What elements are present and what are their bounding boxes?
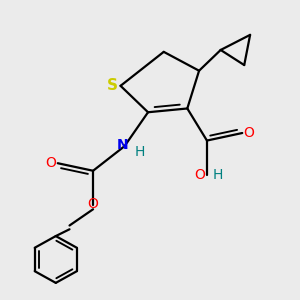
Text: O: O bbox=[244, 126, 254, 140]
Text: S: S bbox=[106, 78, 117, 93]
Text: H: H bbox=[213, 168, 223, 182]
Text: O: O bbox=[88, 197, 98, 211]
Text: H: H bbox=[134, 145, 145, 159]
Text: N: N bbox=[117, 139, 128, 152]
Text: O: O bbox=[45, 156, 56, 170]
Text: O: O bbox=[194, 168, 205, 182]
